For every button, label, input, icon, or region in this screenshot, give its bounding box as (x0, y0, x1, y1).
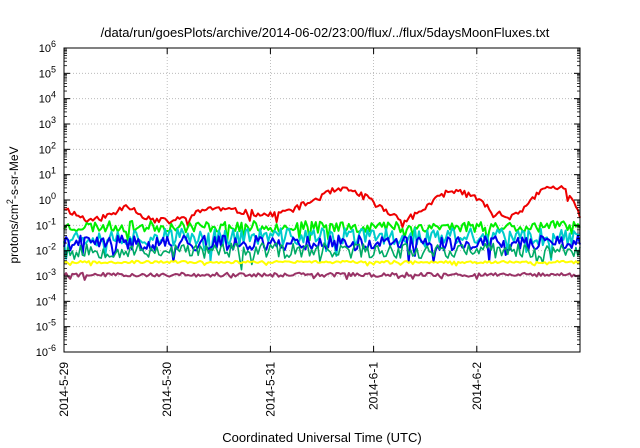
grid (64, 48, 580, 352)
y-axis-label: protons/cm2-s-sr-MeV (5, 146, 21, 263)
y-tick-label: 104 (39, 90, 56, 106)
y-tick-label-exponent: 0 (51, 191, 56, 201)
y-tick-label-base: 10 (36, 296, 48, 308)
y-tick-label-base: 10 (39, 170, 51, 182)
y-tick-label-base: 10 (36, 347, 48, 359)
y-tick-label-exponent: -5 (48, 318, 56, 328)
x-tick-label: 2014-6-1 (367, 362, 381, 410)
y-tick-label-exponent: 5 (51, 64, 56, 74)
series-group (63, 185, 581, 281)
y-tick-label-exponent: 3 (51, 115, 56, 125)
x-tick-labels: 2014-5-29 2014-5-30 2014-5-31 2014-6-1 2014-… (57, 362, 484, 417)
y-tick-label-exponent: 2 (51, 140, 56, 150)
series-line (63, 220, 581, 243)
y-tick-label-exponent: 4 (51, 90, 56, 100)
y-tick-label: 101 (39, 166, 56, 182)
y-tick-label-base: 10 (36, 271, 48, 283)
series-line (63, 185, 581, 229)
y-tick-label-exponent: -2 (48, 242, 56, 252)
y-tick-label-base: 10 (39, 144, 51, 156)
y-tick-label: 10-6 (36, 343, 56, 359)
y-tick-label-base: 10 (39, 195, 51, 207)
x-axis-label: Coordinated Universal Time (UTC) (222, 430, 421, 445)
y-tick-label-exponent: 6 (51, 39, 56, 49)
series-line (63, 271, 581, 281)
y-tick-label-exponent: -1 (48, 216, 56, 226)
y-tick-label-base: 10 (36, 322, 48, 334)
y-tick-label: 10-5 (36, 318, 56, 334)
y-tick-label: 102 (39, 140, 56, 156)
y-tick-label-base: 10 (36, 246, 48, 258)
series-line (63, 234, 581, 263)
ticks (63, 47, 580, 353)
y-tick-label: 100 (39, 191, 56, 207)
x-tick-label: 2014-5-29 (57, 362, 71, 417)
y-tick-labels: 10-610-510-410-310-210-11001011021031041… (36, 39, 56, 359)
series-line (63, 242, 581, 271)
y-tick-label-base: 10 (39, 94, 51, 106)
y-axis-label-rest: -s-sr-MeV (7, 146, 21, 199)
y-tick-label-base: 10 (36, 220, 48, 232)
x-tick-label: 2014-5-30 (160, 362, 174, 417)
y-tick-label-exponent: 1 (51, 166, 56, 176)
y-tick-label: 105 (39, 64, 56, 80)
y-tick-label: 10-3 (36, 267, 56, 283)
chart-title: /data/run/goesPlots/archive/2014-06-02/2… (101, 25, 550, 40)
y-tick-label: 10-1 (36, 216, 56, 232)
y-tick-label-exponent: -4 (48, 292, 56, 302)
series-line (63, 227, 581, 262)
y-tick-label: 10-4 (36, 292, 56, 308)
y-axis-label-base: protons/cm (7, 204, 21, 263)
y-tick-label: 106 (39, 39, 56, 55)
y-tick-label-base: 10 (39, 68, 51, 80)
y-tick-label-base: 10 (39, 119, 51, 131)
y-axis-label-sup: 2 (5, 199, 15, 204)
x-tick-label: 2014-6-2 (470, 362, 484, 410)
y-tick-label: 10-2 (36, 242, 56, 258)
x-tick-label: 2014-5-31 (263, 362, 277, 417)
series-line (63, 259, 581, 267)
y-tick-label-base: 10 (39, 43, 51, 55)
y-tick-label: 103 (39, 115, 56, 131)
y-tick-label-exponent: -6 (48, 343, 56, 353)
y-tick-label-exponent: -3 (48, 267, 56, 277)
